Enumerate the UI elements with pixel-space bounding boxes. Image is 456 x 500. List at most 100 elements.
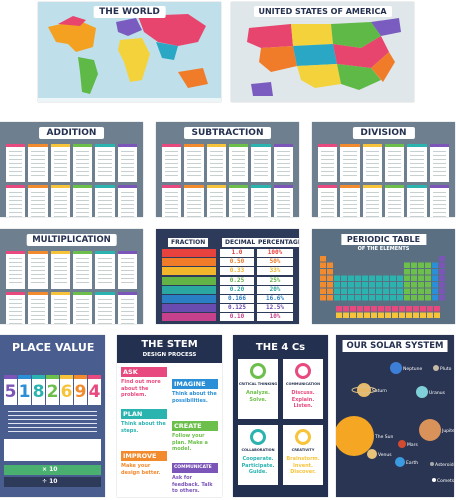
world-map-graphic xyxy=(38,14,221,102)
fraction-bar xyxy=(162,249,216,257)
four-cs-text: Brainstorm. Invent. Discover. xyxy=(286,456,320,475)
fraction-bar xyxy=(162,276,216,285)
element-cell xyxy=(383,288,389,294)
place-value-digit: 2 xyxy=(46,375,59,405)
place-value-digit: 8 xyxy=(32,375,45,405)
element-cell xyxy=(355,282,361,288)
element-cell xyxy=(427,306,433,312)
fraction-bar xyxy=(162,313,216,322)
element-cell xyxy=(404,275,410,281)
four-cs-poster[interactable]: THE 4 Cs CRITICAL THINKING Analyze. Solve… xyxy=(233,335,328,497)
element-cell xyxy=(397,282,403,288)
fraction-header: FRACTION xyxy=(168,238,209,247)
element-cell xyxy=(327,288,333,294)
element-cell xyxy=(383,295,389,301)
fractions-poster[interactable]: FRACTION DECIMAL PERCENTAGE 1.0 100% 0.50 5… xyxy=(156,229,299,324)
place-value-digit: 9 xyxy=(74,375,87,405)
fraction-row: 0.33 33% xyxy=(162,267,293,276)
decimal-value: 0.125 xyxy=(220,304,254,313)
element-cell xyxy=(320,262,326,268)
four-cs-icon xyxy=(295,429,311,445)
addition-poster[interactable]: ADDITION xyxy=(0,122,143,217)
multiplication-title: MULTIPLICATION xyxy=(26,234,117,246)
stem-title: THE STEM xyxy=(141,339,198,350)
element-cell xyxy=(439,288,445,294)
stem-step-text: Make your design better. xyxy=(121,463,161,476)
element-cell xyxy=(364,306,370,312)
stem-poster[interactable]: THE STEM DESIGN PROCESS ASK Find out more… xyxy=(117,335,222,497)
element-cell xyxy=(413,312,419,318)
element-cell xyxy=(369,275,375,281)
element-cell xyxy=(362,288,368,294)
element-cell xyxy=(362,275,368,281)
divide-bar xyxy=(4,477,101,487)
element-cell xyxy=(327,275,333,281)
addition-title: ADDITION xyxy=(38,127,105,139)
planet-label: Venus xyxy=(378,452,392,458)
element-cell xyxy=(362,282,368,288)
periodic-table-grid xyxy=(320,256,445,318)
periodic-table-poster[interactable]: PERIODIC TABLE OF THE ELEMENTS xyxy=(312,229,455,324)
usa-map-graphic xyxy=(247,18,401,96)
world-map-poster[interactable]: THE WORLD xyxy=(38,2,221,102)
element-cell xyxy=(334,295,340,301)
element-cell xyxy=(399,312,405,318)
place-value-description xyxy=(8,411,97,433)
subtraction-title: SUBTRACTION xyxy=(183,127,272,139)
fraction-row: 0.25 25% xyxy=(162,276,293,285)
percentage-header: PERCENTAGE xyxy=(256,238,299,247)
element-cell xyxy=(404,269,410,275)
planet-pluto xyxy=(433,365,439,371)
stem-step-text: Find out more about the problem. xyxy=(121,379,161,398)
stem-step-label: IMPROVE xyxy=(121,451,167,461)
element-cell xyxy=(371,306,377,312)
decimal-value: 0.33 xyxy=(220,267,254,276)
element-cell xyxy=(404,288,410,294)
element-cell xyxy=(341,282,347,288)
element-cell xyxy=(334,288,340,294)
element-cell xyxy=(376,275,382,281)
element-cell xyxy=(420,312,426,318)
element-cell xyxy=(425,262,431,268)
usa-map-poster[interactable]: UNITED STATES OF AMERICA xyxy=(231,2,414,102)
fraction-row: 0.10 10% xyxy=(162,313,293,322)
element-cell xyxy=(397,275,403,281)
stem-subtitle: DESIGN PROCESS xyxy=(142,352,197,358)
percent-value: 100% xyxy=(257,249,293,257)
element-cell xyxy=(432,262,438,268)
element-cell xyxy=(425,275,431,281)
fraction-bar xyxy=(162,295,216,303)
four-cs-label: CREATIVITY xyxy=(291,448,315,452)
element-cell xyxy=(397,295,403,301)
planet-label: Uranus xyxy=(429,390,446,396)
element-cell xyxy=(320,256,326,262)
element-cell xyxy=(327,269,333,275)
multiplication-poster[interactable]: MULTIPLICATION xyxy=(0,229,143,324)
element-cell xyxy=(411,262,417,268)
multiply-bar xyxy=(4,465,101,475)
fraction-row: 0.166 16.6% xyxy=(162,295,293,303)
element-cell xyxy=(418,269,424,275)
fraction-row: 0.50 50% xyxy=(162,258,293,267)
element-cell xyxy=(371,312,377,318)
element-cell xyxy=(432,282,438,288)
element-cell xyxy=(341,275,347,281)
solar-system-poster[interactable]: OUR SOLAR SYSTEM Neptune Pluto Saturn Uranu… xyxy=(336,335,454,497)
stem-step-text: Ask for feedback. Talk to others. xyxy=(172,475,213,494)
element-cell xyxy=(432,275,438,281)
element-cell xyxy=(385,306,391,312)
subtraction-poster[interactable]: SUBTRACTION xyxy=(156,122,299,217)
multiply-label: × 10 xyxy=(42,466,58,473)
solar-title: OUR SOLAR SYSTEM xyxy=(342,340,448,352)
element-cell xyxy=(439,295,445,301)
element-cell xyxy=(376,288,382,294)
element-cell xyxy=(392,306,398,312)
element-cell xyxy=(390,275,396,281)
division-poster[interactable]: DIVISION xyxy=(312,122,455,217)
four-cs-text: Cooperate. Participate. Guide. xyxy=(241,456,275,475)
element-cell xyxy=(336,312,342,318)
planet-mars xyxy=(398,440,406,448)
place-value-digit: 4 xyxy=(88,375,101,405)
element-cell xyxy=(406,312,412,318)
